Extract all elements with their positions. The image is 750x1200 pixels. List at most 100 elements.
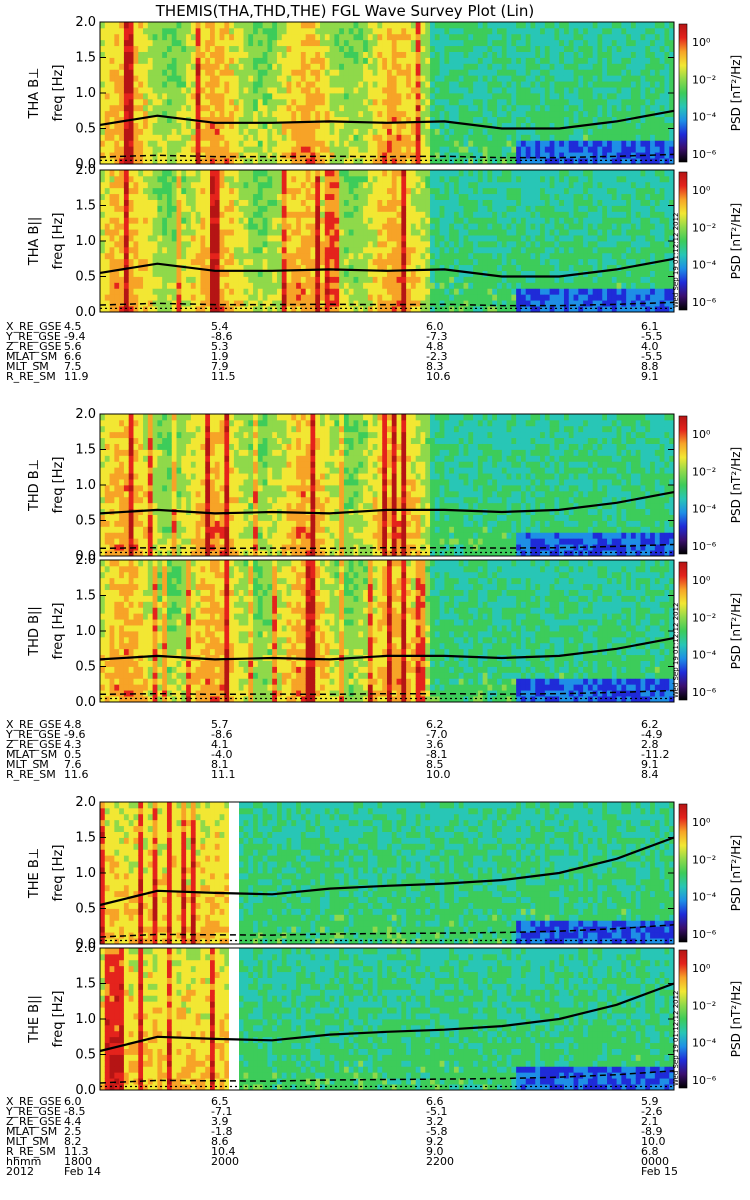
spectrogram-cell: [587, 87, 594, 94]
spectrogram-cell: [243, 122, 249, 129]
spectrogram-cell: [568, 75, 574, 82]
spectrogram-cell: [257, 276, 264, 283]
spectrogram-cell: [382, 264, 388, 271]
spectrogram-cell: [573, 128, 579, 135]
spectrogram-cell: [363, 158, 369, 165]
spectrogram-cell: [363, 181, 369, 189]
spectrogram-cell: [458, 264, 464, 271]
spectrogram-cell: [420, 69, 426, 76]
spectrogram-cell: [224, 252, 230, 260]
spectrogram-cell: [166, 199, 173, 206]
spectrogram-cell: [334, 122, 340, 129]
spectrogram-cell: [114, 45, 120, 52]
spectrogram-cell: [243, 81, 249, 88]
spectrogram-cell: [387, 81, 393, 88]
spectrogram-cell: [257, 128, 264, 135]
spectrogram-cell: [468, 288, 474, 295]
spectrogram-cell: [501, 205, 507, 212]
spectrogram-cell: [583, 146, 589, 153]
spectrogram-cell: [444, 51, 450, 58]
spectrogram-cell: [497, 45, 503, 52]
spectrogram-cell: [358, 276, 364, 283]
spectrogram-cell: [186, 187, 192, 195]
spectrogram-cell: [248, 87, 254, 94]
spectrogram-cell: [339, 63, 345, 70]
spectrogram-cell: [425, 39, 431, 47]
spectrogram-cell: [238, 300, 244, 307]
spectrogram-cell: [114, 276, 120, 283]
spectrogram-cell: [640, 116, 646, 123]
spectrogram-cell: [339, 87, 345, 94]
spectrogram-cell: [186, 294, 192, 301]
spectrogram-cell: [549, 110, 555, 118]
spectrogram-cell: [420, 187, 426, 195]
spectrogram-cell: [501, 93, 507, 100]
spectrogram-cell: [329, 252, 335, 260]
spectrogram-cell: [406, 57, 412, 64]
spectrogram-cell: [162, 27, 168, 35]
spectrogram-cell: [640, 134, 646, 141]
spectrogram-cell: [329, 128, 335, 135]
spectrogram-cell: [190, 170, 197, 177]
spectrogram-cell: [607, 134, 613, 141]
spectrogram-cell: [315, 270, 321, 277]
spectrogram-cell: [171, 51, 177, 58]
spectrogram-cell: [630, 140, 637, 147]
spectrogram-cell: [420, 264, 426, 271]
spectrogram-cell: [410, 158, 417, 165]
spectrogram-cell: [224, 51, 230, 58]
spectrogram-cell: [367, 81, 374, 88]
spectrogram-cell: [248, 146, 254, 153]
spectrogram-cell: [109, 158, 115, 165]
spectrogram-cell: [477, 93, 484, 100]
spectrogram-cell: [205, 246, 211, 254]
spectrogram-cell: [133, 152, 139, 159]
spectrogram-cell: [650, 128, 656, 135]
chart-title: THEMIS(THA,THD,THE) FGL Wave Survey Plot…: [155, 2, 534, 20]
spectrogram-cell: [190, 69, 197, 76]
spectrogram-cell: [214, 63, 220, 70]
spectrogram-cell: [186, 81, 192, 88]
spectrogram-cell: [296, 229, 302, 236]
spectrogram-cell: [315, 110, 321, 118]
spectrogram-cell: [195, 205, 201, 212]
spectrogram-cell: [315, 158, 321, 165]
spectrogram-cell: [324, 246, 330, 254]
spectrogram-cell: [147, 306, 154, 313]
spectrogram-cell: [181, 235, 187, 242]
spectrogram-cell: [324, 211, 330, 218]
spectrogram-cell: [324, 146, 330, 153]
spectrogram-cell: [396, 229, 402, 236]
spectrogram-cell: [214, 170, 220, 177]
spectrogram-cell: [334, 39, 340, 47]
spectrogram-cell: [415, 264, 421, 271]
spectrogram-cell: [602, 45, 608, 52]
spectrogram-cell: [186, 146, 192, 153]
spectrogram-cell: [171, 199, 177, 206]
spectrogram-cell: [430, 116, 436, 123]
spectrogram-cell: [664, 45, 670, 52]
spectrogram-cell: [377, 264, 383, 271]
spectrogram-cell: [444, 122, 450, 129]
spectrogram-cell: [310, 294, 316, 301]
spectrogram-cell: [444, 246, 450, 254]
spectrogram-cell: [506, 300, 512, 307]
spectrogram-cell: [171, 294, 177, 301]
spectrogram-cell: [396, 122, 402, 129]
spectrogram-cell: [162, 75, 168, 82]
spectrogram-cell: [114, 288, 120, 295]
spectrogram-cell: [516, 81, 522, 88]
spectrogram-cell: [200, 146, 206, 153]
spectrogram-cell: [497, 27, 503, 35]
spectrogram-cell: [128, 199, 134, 206]
spectrogram-cell: [253, 170, 259, 177]
spectrogram-cell: [377, 45, 383, 52]
spectrogram-cell: [238, 246, 244, 254]
spectrogram-cell: [544, 98, 551, 106]
spectrogram-cell: [233, 134, 240, 141]
spectrogram-cell: [147, 122, 154, 129]
spectrogram-cell: [195, 294, 201, 301]
spectrogram-cell: [348, 63, 354, 70]
spectrogram-cell: [233, 306, 240, 313]
spectrogram-cell: [229, 270, 235, 277]
